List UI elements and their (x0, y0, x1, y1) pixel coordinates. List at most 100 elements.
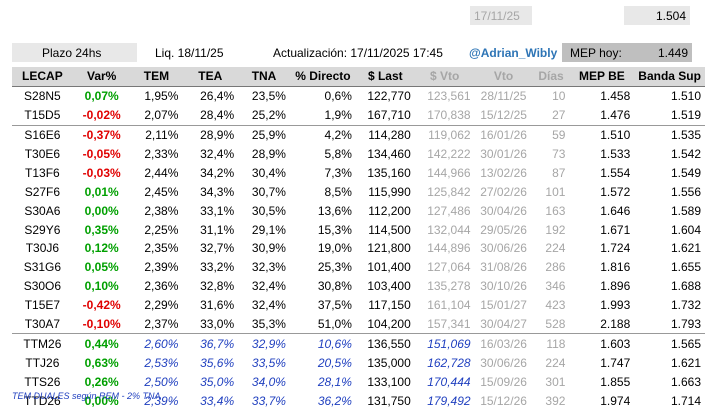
tna-cell: 33,7% (251, 393, 286, 408)
mep-be-cell: 1.533 (600, 147, 631, 161)
directo-cell: 15,3% (317, 222, 352, 237)
tea-cell: 26,4% (200, 89, 235, 104)
var-cell: 0,00% (84, 203, 119, 218)
vto-price-cell: 125,842 (427, 184, 471, 199)
header-mep-be[interactable]: MEP BE (569, 67, 635, 87)
header-directo[interactable]: % Directo (289, 67, 356, 87)
header-banda-sup[interactable]: Banda Sup (634, 67, 705, 87)
last-cell: 122,770 (367, 89, 411, 104)
vto-price-cell: 161,104 (427, 298, 471, 313)
table-row[interactable]: S31G6 0,05% 2,39% 33,2% 32,3% 25,3% 101,400 127… (12, 258, 705, 277)
vto-date-cell: 30/04/27 (474, 314, 533, 335)
table-row[interactable]: T30J6 0,12% 2,35% 32,7% 30,9% 19,0% 121,800 144… (12, 239, 705, 258)
header-tna[interactable]: TNA (238, 67, 290, 87)
tem-cell: 2,36% (144, 279, 179, 294)
vto-price-cell: 170,838 (414, 105, 475, 126)
mep-be-cell: 1.646 (600, 203, 631, 218)
directo-cell: 51,0% (289, 314, 356, 335)
header-lecap[interactable]: LECAP (12, 67, 73, 87)
tea-cell: 36,7% (200, 336, 235, 351)
top-date-cell[interactable] (470, 6, 532, 25)
tna-cell: 32,4% (251, 279, 286, 294)
last-cell: 133,100 (367, 374, 411, 389)
ticker-cell: TTJ26 (25, 355, 60, 370)
var-cell: 0,07% (84, 89, 119, 104)
table-row[interactable]: S30A6 0,00% 2,38% 33,1% 30,5% 13,6% 112,200 127… (12, 201, 705, 220)
header-last[interactable]: $ Last (355, 67, 415, 87)
dias-cell: 392 (545, 393, 566, 408)
table-row[interactable]: T13F6 -0,03% 2,44% 34,2% 30,4% 7,3% 135,160 144… (12, 163, 705, 182)
tna-cell: 32,4% (251, 298, 286, 313)
tna-cell: 23,5% (251, 89, 286, 104)
dias-cell: 59 (552, 128, 566, 143)
table-row[interactable]: T30E6 -0,05% 2,33% 32,4% 28,9% 5,8% 134,460 142… (12, 145, 705, 164)
var-cell: -0,42% (82, 298, 121, 313)
tea-cell: 31,1% (200, 222, 235, 237)
dias-cell: 118 (546, 336, 566, 351)
directo-cell: 37,5% (317, 298, 352, 313)
tem-cell: 2,53% (144, 355, 179, 370)
ticker-cell: S27F6 (24, 184, 61, 199)
last-cell: 112,200 (368, 203, 411, 218)
tea-cell: 28,4% (182, 105, 239, 126)
last-cell: 135,000 (367, 355, 411, 370)
table-row[interactable]: TTJ26 0,63% 2,53% 35,6% 33,5% 20,5% 135,000 162… (12, 353, 705, 372)
vto-date-cell: 28/11/25 (480, 89, 527, 104)
table-row[interactable]: S16E6 -0,37% 2,11% 28,9% 25,9% 4,2% 114,280 119… (12, 125, 705, 144)
table-row[interactable]: T30A7 -0,10% 2,37% 33,0% 35,3% 51,0% 104,200 15… (12, 314, 705, 335)
mep-be-cell: 1.603 (600, 336, 631, 351)
table-row[interactable]: S27F6 0,01% 2,45% 34,3% 30,7% 8,5% 115,990 125,… (12, 182, 705, 201)
var-cell: 0,35% (84, 222, 119, 237)
ticker-cell: S30O6 (23, 279, 62, 294)
directo-cell: 4,2% (324, 128, 352, 143)
ticker-cell: S29Y6 (24, 222, 61, 237)
dias-cell: 10 (552, 89, 566, 104)
header-vto[interactable]: Vto (474, 67, 533, 87)
ticker-cell: T30A7 (12, 314, 73, 335)
vto-date-cell: 30/06/26 (480, 355, 527, 370)
vto-price-cell: 123,561 (427, 89, 471, 104)
table-row[interactable]: T15E7 -0,42% 2,29% 31,6% 32,4% 37,5% 117,150 16… (12, 296, 705, 315)
table-row[interactable]: TTS26 0,26% 2,50% 35,0% 34,0% 28,1% 133,100 170… (12, 372, 705, 391)
tea-cell: 33,0% (182, 314, 239, 335)
directo-cell: 13,6% (317, 203, 352, 218)
banda-sup-cell: 1.604 (670, 222, 701, 237)
tna-cell: 29,1% (251, 222, 286, 237)
liq-label: Liq. 18/11/25 (155, 46, 224, 60)
tea-cell: 32,8% (200, 279, 235, 294)
table-row[interactable]: T15D5 -0,02% 2,07% 28,4% 25,2% 1,9% 167,710 170… (12, 105, 705, 126)
tea-cell: 35,0% (200, 374, 235, 389)
table-row[interactable]: S30O6 0,10% 2,36% 32,8% 32,4% 30,8% 103,400 135… (12, 277, 705, 296)
tem-cell: 2,38% (144, 203, 179, 218)
header-tem[interactable]: TEM (130, 67, 183, 87)
vto-price-cell: 135,278 (427, 279, 471, 294)
banda-sup-cell: 1.542 (670, 147, 701, 161)
ticker-cell: T13F6 (25, 165, 60, 180)
last-cell: 114,500 (368, 222, 411, 237)
banda-sup-cell: 1.714 (670, 393, 701, 408)
header-var[interactable]: Var% (72, 67, 131, 87)
banda-sup-cell: 1.519 (634, 105, 705, 126)
dias-cell: 192 (545, 222, 566, 237)
dias-cell: 27 (532, 105, 570, 126)
table-row[interactable]: TTD26 0,00% 2,39% 33,4% 33,7% 36,2% 131,750 179… (12, 391, 705, 410)
mep-be-cell: 1.816 (600, 260, 631, 275)
vto-date-cell: 31/08/26 (480, 260, 527, 275)
vto-price-cell: 144,966 (427, 165, 471, 180)
header-dias[interactable]: Días (532, 67, 570, 87)
table-row[interactable]: S29Y6 0,35% 2,25% 31,1% 29,1% 15,3% 114,500 132… (12, 220, 705, 239)
directo-cell: 36,2% (317, 393, 352, 408)
mep-be-cell: 1.510 (600, 128, 631, 143)
header-vto-price[interactable]: $ Vto (414, 67, 475, 87)
top-value-cell[interactable] (624, 6, 690, 25)
banda-sup-cell: 1.589 (670, 203, 701, 218)
tem-cell: 2,37% (130, 314, 183, 335)
header-tea[interactable]: TEA (182, 67, 239, 87)
banda-sup-cell: 1.535 (670, 128, 701, 143)
twitter-handle[interactable]: @Adrian_Wibly (469, 46, 558, 60)
vto-price-cell: 157,341 (414, 314, 475, 335)
tna-cell: 33,5% (251, 355, 286, 370)
table-row[interactable]: S28N5 0,07% 1,95% 26,4% 23,5% 0,6% 122,770 123,… (12, 86, 705, 105)
table-row[interactable]: TTM26 0,44% 2,60% 36,7% 32,9% 10,6% 136,550 151… (12, 334, 705, 353)
last-cell: 117,150 (368, 298, 411, 313)
